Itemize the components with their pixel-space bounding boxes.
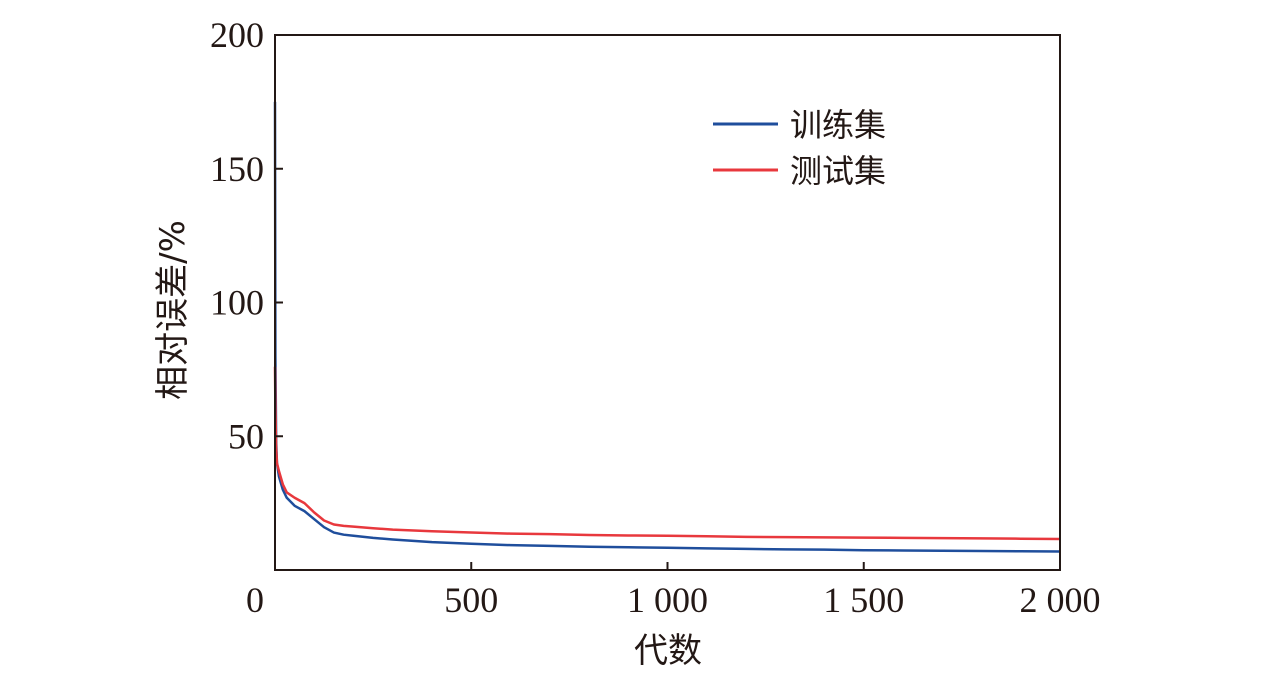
series-line-1: [273, 366, 1061, 541]
x-tick-label: 2 000: [1020, 580, 1101, 620]
series-layer: [273, 101, 1061, 553]
legend: 训练集 测试集: [713, 106, 886, 190]
y-tick-label: 50: [228, 416, 264, 456]
x-tick-label: 1 000: [627, 580, 708, 620]
y-axis-title: 相对误差/%: [153, 220, 193, 400]
series-line-0: [273, 101, 1061, 553]
x-axis-title: 代数: [634, 631, 702, 671]
x-tick-label: 0: [246, 580, 264, 620]
legend-label-test: 测试集: [790, 152, 886, 190]
y-tick-label: 100: [210, 283, 264, 323]
y-tick-label: 200: [210, 15, 264, 55]
y-tick-label: 150: [210, 149, 264, 189]
legend-label-train: 训练集: [790, 106, 886, 144]
plot-frame: [274, 34, 1061, 571]
x-tick-label: 500: [444, 580, 498, 620]
ticks-layer: 0 500 1 000 1 500 2 000 50 100 150 200: [210, 15, 1101, 620]
x-tick-label: 1 500: [823, 580, 904, 620]
